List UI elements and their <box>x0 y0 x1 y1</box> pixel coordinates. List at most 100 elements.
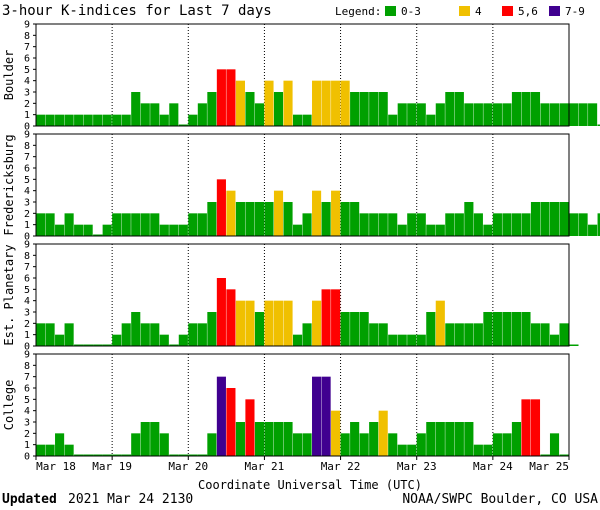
k-index-bar <box>549 433 560 456</box>
k-index-bar <box>197 323 207 346</box>
legend-item-0-3: 0-3 <box>401 5 421 18</box>
y-tick-label: 7 <box>24 152 30 163</box>
k-index-bar <box>273 300 284 346</box>
k-index-bar <box>36 114 46 126</box>
y-tick-label: 5 <box>24 65 30 76</box>
x-tick-label: Mar 25 <box>529 460 569 473</box>
k-index-bar <box>559 103 569 126</box>
legend-item-7-9: 7-9 <box>565 5 585 18</box>
k-index-bar <box>388 213 398 236</box>
y-tick-label: 1 <box>24 330 30 341</box>
k-index-bar <box>559 454 569 456</box>
k-index-bar <box>540 202 550 236</box>
y-tick-label: 5 <box>24 175 30 186</box>
k-index-bar <box>588 224 598 236</box>
legend-item-4: 4 <box>475 5 482 18</box>
k-index-bar <box>102 454 113 456</box>
x-axis-ticks: Mar 18 Mar 19 Mar 20 Mar 21 Mar 22 Mar 23 Mar … <box>35 456 570 473</box>
k-index-bar <box>483 312 493 346</box>
k-index-bar <box>549 334 560 346</box>
panel-frame <box>35 243 570 347</box>
y-tick-label: 2 <box>24 319 30 330</box>
k-index-bar <box>45 213 55 236</box>
k-index-bar <box>340 202 350 236</box>
k-index-bar <box>521 399 531 456</box>
k-index-bar <box>407 334 417 346</box>
panel-label: Est. Planetary <box>2 244 16 345</box>
k-index-bar <box>407 213 417 236</box>
x-tick-label: Mar 18 <box>36 460 76 473</box>
k-index-bar <box>569 103 579 126</box>
k-index-bar <box>302 433 312 456</box>
k-index-bar <box>369 323 379 346</box>
k-index-bar <box>359 433 369 456</box>
y-tick-label: 4 <box>24 406 30 417</box>
k-index-bar <box>83 344 94 346</box>
k-index-bar <box>273 422 284 456</box>
k-index-bar <box>36 213 46 236</box>
legend-label: Legend: <box>335 5 381 18</box>
k-index-bar <box>254 312 265 346</box>
k-index-bar <box>473 103 483 126</box>
k-index-bar <box>150 422 160 456</box>
k-index-bar <box>264 300 274 346</box>
y-tick-label: 0 <box>24 232 30 243</box>
k-index-bar <box>235 202 245 236</box>
k-index-bar <box>369 92 379 126</box>
k-index-bar <box>93 114 103 126</box>
y-tick-label: 1 <box>24 440 30 451</box>
k-index-bar <box>245 399 255 456</box>
legend: Legend: 0-3 4 5,6 7-9 <box>335 5 585 18</box>
y-tick-label: 2 <box>24 99 30 110</box>
k-index-bar <box>245 92 255 126</box>
k-index-bar <box>464 103 474 126</box>
k-index-bar <box>578 213 588 236</box>
k-index-bar <box>578 103 588 126</box>
k-index-bar <box>121 213 131 236</box>
k-index-bar <box>45 114 55 126</box>
k-index-bar <box>264 422 274 456</box>
k-index-bar <box>388 334 398 346</box>
k-index-bar <box>159 224 169 236</box>
y-tick-label: 3 <box>24 198 30 209</box>
k-index-bar <box>159 433 169 456</box>
k-index-bar <box>55 224 65 236</box>
source-credit: NOAA/SWPC Boulder, CO USA <box>402 492 598 507</box>
panel-frame <box>35 353 570 457</box>
k-index-bar <box>502 433 512 456</box>
k-index-bar <box>283 80 293 126</box>
panels: 0123456789Boulder0123456789Fredericksbur… <box>2 20 600 463</box>
k-index-bar <box>235 422 245 456</box>
k-index-bar <box>102 114 112 126</box>
k-index-bar <box>464 422 474 456</box>
k-index-bar <box>112 454 122 456</box>
k-index-bar <box>292 224 303 236</box>
k-index-bar <box>369 213 379 236</box>
y-tick-label: 0 <box>24 122 30 133</box>
k-index-bar <box>540 103 550 126</box>
k-index-bar <box>331 190 341 236</box>
y-tick-label: 6 <box>24 164 30 175</box>
legend-swatch-4 <box>459 6 470 16</box>
k-index-bar <box>445 213 455 236</box>
k-index-bar <box>140 213 150 236</box>
k-index-bar <box>492 103 502 126</box>
x-tick-label: Mar 23 <box>397 460 437 473</box>
k-index-bar <box>321 376 331 456</box>
k-index-bar <box>511 213 522 236</box>
y-tick-label: 3 <box>24 308 30 319</box>
k-index-bar <box>64 213 74 236</box>
k-index-bar <box>312 376 322 456</box>
k-index-bar <box>502 213 512 236</box>
k-index-bar <box>169 224 179 236</box>
k-index-bar <box>178 454 189 456</box>
x-tick-label: Mar 24 <box>473 460 513 473</box>
k-index-bar <box>235 300 245 346</box>
k-index-bar <box>283 202 293 236</box>
k-index-bar <box>169 454 179 456</box>
y-tick-label: 8 <box>24 31 30 42</box>
k-index-bar <box>350 92 360 126</box>
k-index-bar <box>378 92 388 126</box>
